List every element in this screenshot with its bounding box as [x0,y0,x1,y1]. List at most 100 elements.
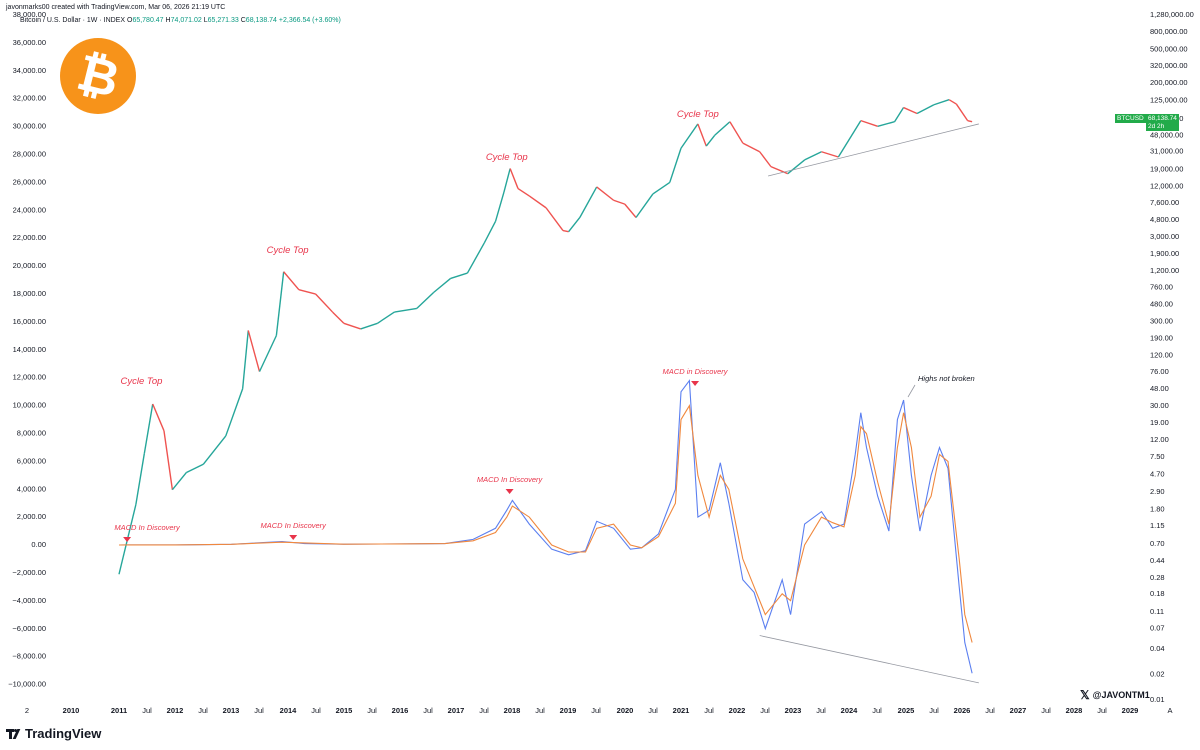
price-segment-down [759,151,772,168]
price-segment-up [394,307,417,313]
right-tick-label: 7,600.00 [1150,198,1179,207]
price-segment-down [247,330,261,372]
right-tick-label: 12,000.00 [1150,181,1183,190]
macd-discovery-label: MACD In Discovery [261,521,328,530]
annotations: Cycle Top Cycle Top Cycle Top Cycle Top MACD… [114,109,975,542]
tradingview-brand[interactable]: TradingView [6,726,101,741]
cycle-top-label: Cycle Top [267,245,309,256]
left-axis: 38,000.00 36,000.00 34,000.00 32,000.00 30,0… [8,10,46,689]
price-segment-down [528,195,547,209]
x-tick-label: 2025 [898,706,915,715]
left-tick-label: 36,000.00 [13,38,46,47]
x-tick-label: 2022 [729,706,746,715]
price-segment-down [152,403,165,431]
triangle-marker-icon [691,381,700,386]
right-tick-label: 12.00 [1150,435,1169,444]
x-tick-label: A [1167,706,1172,715]
x-tick-label: Jul [423,706,433,715]
price-segment-down [903,106,918,115]
macd-line [118,379,973,674]
x-tick-label: Jul [142,706,152,715]
price-segment-down [955,103,969,122]
symbol-label[interactable]: Bitcoin / U.S. Dollar · 1W · INDEX [20,17,126,24]
price-segment-up [916,104,935,115]
macd-discovery-label: MACD In Discovery [114,523,181,532]
left-tick-label: 24,000.00 [13,205,46,214]
left-tick-label: 6,000.00 [17,456,46,465]
right-tick-label: 300.00 [1150,317,1173,326]
price-segment-down [821,151,839,158]
high-label: H [165,17,171,24]
price-segment-down [742,142,761,153]
x-tick-label: 2016 [392,706,409,715]
right-tick-label: 0.11 [1150,607,1164,616]
x-tick-label: Jul [872,706,882,715]
x-tick-label: Jul [591,706,601,715]
x-tick-label: Jul [367,706,377,715]
price-segment-down [517,187,530,197]
x-tick-label: 2029 [1122,706,1139,715]
price-segment-up [241,330,249,389]
bitcoin-logo: ₿ [60,38,136,114]
cycle-top-label: Cycle Top [121,376,163,387]
left-tick-label: 22,000.00 [13,233,46,242]
price-segment-up [579,186,598,218]
price-segment-up [143,403,154,454]
price-segment-down [596,186,614,201]
price-segment-up [503,168,511,193]
triangle-marker-icon [289,535,298,540]
price-segment-down [509,168,519,189]
price-segment-up [202,435,227,465]
watermark-handle: @JAVONTM1 [1092,690,1150,700]
right-tick-label: 800,000.00 [1150,27,1188,36]
left-tick-label: 26,000.00 [13,177,46,186]
x-tick-label: 2 [25,706,29,715]
price-segment-down [967,119,973,123]
right-tick-label: 48.00 [1150,384,1169,393]
x-tick-label: Jul [1097,706,1107,715]
price-segment-down [332,311,345,324]
price-segment-up [705,134,716,147]
x-tick-label: 2028 [1066,706,1083,715]
price-segment-up [893,107,905,123]
x-tick-label: 2023 [785,706,802,715]
x-tick-label: 2013 [223,706,240,715]
left-tick-label: 10,000.00 [13,401,46,410]
left-tick-label: 34,000.00 [13,66,46,75]
right-tick-label: 125,000.00 [1150,95,1188,104]
price-tag-symbol: BTCUSD [1115,114,1146,123]
x-tick-label: 2014 [280,706,298,715]
x-tick-label: 2015 [336,706,353,715]
left-tick-label: 28,000.00 [13,150,46,159]
left-tick-label: −6,000.00 [12,624,46,633]
price-segment-up [225,388,244,437]
x-tick-label: 2027 [1010,706,1027,715]
cycle-top-label: Cycle Top [677,109,719,120]
macd-divergence-trendline [759,635,979,684]
price-segment-down [613,199,626,205]
right-tick-label: 0.28 [1150,573,1165,582]
symbol-ohlc-line: Bitcoin / U.S. Dollar · 1W · INDEX O65,7… [20,17,341,24]
right-tick-label: 200,000.00 [1150,78,1188,87]
x-tick-label: 2010 [63,706,80,715]
high-value: 74,071.02 [170,17,202,24]
price-segment-down [697,123,707,147]
price-segment-down [298,288,316,295]
cycle-top-label: Cycle Top [486,152,528,163]
author-watermark: 𝕏 @JAVONTM1 [1080,688,1150,702]
price-segment-up [714,121,731,136]
right-tick-label: 0.04 [1150,644,1165,653]
price-segment-up [877,121,895,127]
right-tick-label: 48,000.00 [1150,130,1183,139]
left-tick-label: 20,000.00 [13,261,46,270]
right-tick-label: 31,000.00 [1150,147,1183,156]
author-line: javonmarks00 created with TradingView.co… [6,4,226,11]
right-tick-label: 2.90 [1150,487,1165,496]
price-segment-up [652,181,671,195]
right-tick-label: 1,900.00 [1150,249,1179,258]
price-segment-up [433,277,452,293]
plot-area[interactable] [118,99,979,684]
right-tick-label: 1.15 [1150,521,1165,530]
right-tick-label: 120.00 [1150,350,1173,359]
right-tick-label: 760.00 [1150,283,1173,292]
